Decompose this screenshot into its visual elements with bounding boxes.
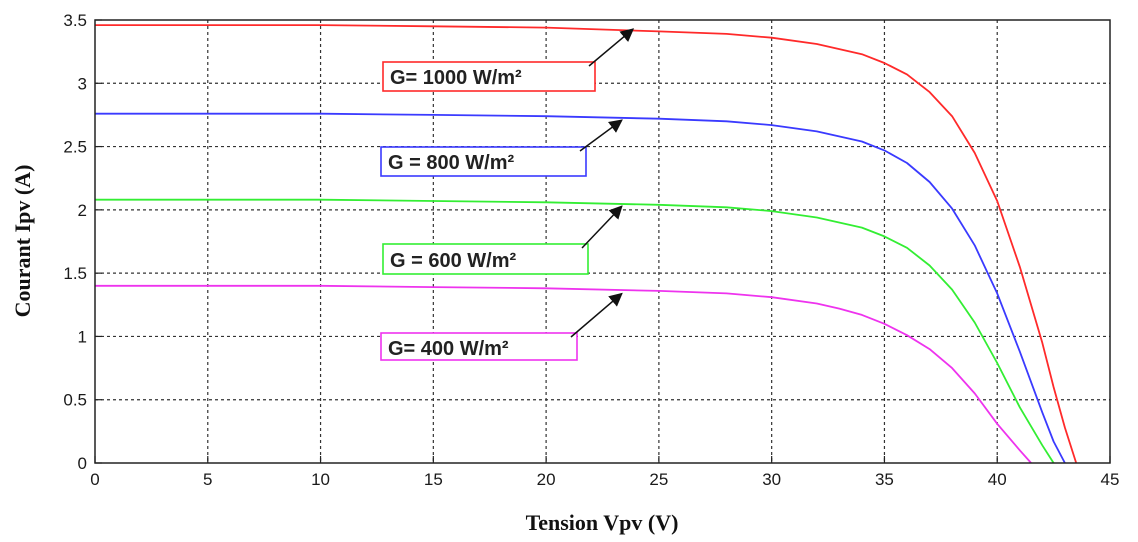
y-tick-label: 1: [78, 327, 87, 346]
ticks: 0 5 10 15 20 25 30 35 40 45 0 0.5 1 1.5 2 2.5 3 3.5: [63, 11, 1119, 489]
y-tick-label: 0: [78, 454, 87, 473]
series-line: [95, 112, 1066, 464]
annotation-arrow: [579, 119, 623, 152]
x-tick-label: 5: [203, 470, 212, 489]
y-tick-label: 1.5: [63, 264, 87, 283]
annotation-box: [382, 243, 589, 275]
x-tick-label: 30: [762, 470, 781, 489]
plot-background: [95, 20, 1110, 463]
annotation-callout: G= 400 W/m²: [380, 292, 623, 361]
annotation-label: G= 400 W/m²: [388, 338, 509, 360]
series-line: [95, 284, 1032, 464]
y-tick-label: 3: [78, 74, 87, 93]
annotation-label: G = 600 W/m²: [390, 250, 516, 272]
annotation-arrow: [588, 28, 635, 67]
annotation-arrow: [581, 205, 623, 249]
grid-lines: [95, 20, 1110, 463]
x-tick-label: 20: [537, 470, 556, 489]
series-line: [95, 198, 1055, 464]
y-tick-label: 0.5: [63, 391, 87, 410]
y-tick-label: 3.5: [63, 11, 87, 30]
annotation-box: [380, 146, 587, 177]
x-axis-title: Tension Vpv (V): [526, 510, 679, 535]
annotation-box: [380, 332, 578, 361]
x-tick-label: 45: [1101, 470, 1120, 489]
annotation-label: G= 1000 W/m²: [390, 67, 522, 89]
x-tick-label: 40: [988, 470, 1007, 489]
x-tick-label: 10: [311, 470, 330, 489]
x-tick-label: 35: [875, 470, 894, 489]
annotation-label: G = 800 W/m²: [388, 152, 514, 174]
y-tick-label: 2: [78, 201, 87, 220]
annotation-box: [382, 61, 596, 92]
series-line: [95, 24, 1078, 464]
x-tick-label: 15: [424, 470, 443, 489]
annotation-arrow: [570, 292, 623, 338]
y-tick-label: 2.5: [63, 138, 87, 157]
y-axis-title: Courant Ipv (A): [10, 165, 35, 318]
x-tick-label: 25: [649, 470, 668, 489]
curves: [95, 24, 1078, 464]
annotation-callout: G = 600 W/m²: [382, 205, 623, 275]
x-tick-label: 0: [90, 470, 99, 489]
annotation-callout: G= 1000 W/m²: [382, 28, 635, 92]
plot-frame: [94, 19, 1111, 464]
annotations: G= 1000 W/m² G = 800 W/m² G = 600 W/m² G= 4…: [380, 28, 635, 361]
annotation-callout: G = 800 W/m²: [380, 119, 623, 177]
